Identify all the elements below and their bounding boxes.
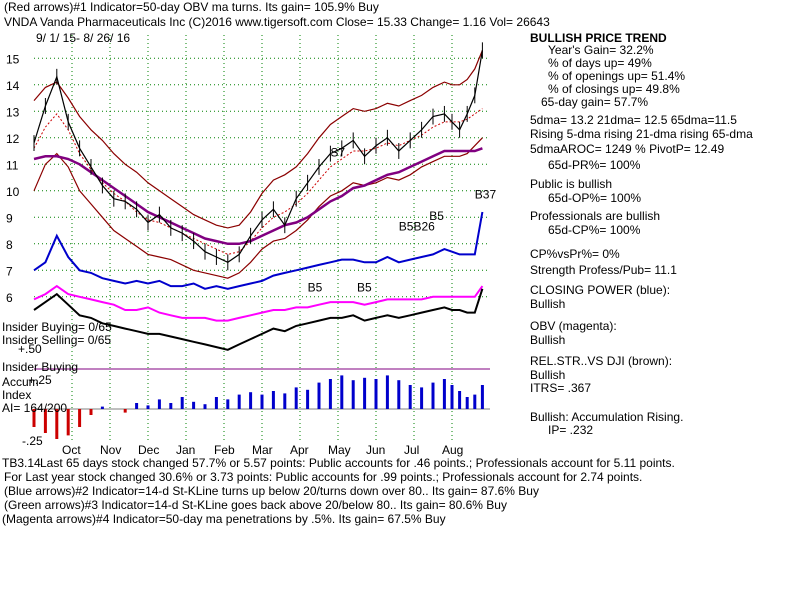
ai-value: AI= 164/200 xyxy=(2,401,68,415)
x-tick-label: May xyxy=(328,443,351,457)
y-tick-label: 7 xyxy=(6,264,13,278)
signal-label: B5 xyxy=(357,280,372,294)
dma-values: 5dma= 13.2 21dma= 12.5 65dma=11.5 xyxy=(530,113,737,127)
x-tick-label: Nov xyxy=(100,443,121,457)
signal-label: B5 xyxy=(429,209,444,223)
obv-line xyxy=(33,284,484,322)
aroc-pivot: 5dmaAROC= 1249 % PivotP= 12.49 xyxy=(530,142,725,156)
prof-bullish: Professionals are bullish xyxy=(530,209,661,223)
accum-label: Accum xyxy=(2,375,39,389)
footer-line-1: Last 65 days stock changed 57.7% or 5.57… xyxy=(40,456,675,470)
header-indicator-line: (Red arrows)#1 Indicator=50-day OBV ma t… xyxy=(4,0,379,14)
trend-title: BULLISH PRICE TREND xyxy=(530,31,667,45)
obv-label: OBV (magenta): xyxy=(530,319,617,333)
years-gain: Year's Gain= 32.2% xyxy=(548,43,654,57)
x-tick-label: Apr xyxy=(290,443,309,457)
cp-vs-pr: CP%vsPr%= 0% xyxy=(530,247,620,261)
index-label: Index xyxy=(2,388,32,402)
x-tick-label: Feb xyxy=(214,443,235,457)
y-tick-label: 14 xyxy=(6,79,20,93)
signal-label: B5 xyxy=(308,280,323,294)
closing-power-label: CLOSING POWER (blue): xyxy=(530,283,671,297)
footer-prefix: TB3.14 xyxy=(2,456,41,470)
days-up: % of days up= 49% xyxy=(548,56,652,70)
y-tick-label: 15 xyxy=(6,52,20,66)
signal-label: B37 xyxy=(475,188,497,202)
footer-line-3: (Blue arrows)#2 Indicator=14-d St-KLine … xyxy=(4,484,539,498)
relstr-line xyxy=(33,288,484,351)
y-tick-label: 6 xyxy=(6,291,13,305)
accum-plus25: +.25 xyxy=(28,373,52,387)
openings-up: % of openings up= 51.4% xyxy=(548,69,686,83)
footer-line-2: For Last year stock changed 30.6% or 3.7… xyxy=(4,470,643,484)
closings-up: % of closings up= 49.8% xyxy=(548,82,680,96)
itrs: ITRS= .367 xyxy=(530,381,592,395)
ma21-line xyxy=(33,108,483,255)
footer-line-5: (Magenta arrows)#4 Indicator=50-day ma p… xyxy=(2,512,446,526)
price-line xyxy=(33,50,483,263)
lower-band-line xyxy=(33,137,483,279)
relstr-value: Bullish xyxy=(530,368,566,382)
strength: Strength Profess/Pub= 11.1 xyxy=(530,263,677,277)
upper-band-line xyxy=(33,50,483,229)
y-tick-label: 11 xyxy=(6,158,19,172)
op65: 65d-OP%= 100% xyxy=(548,191,642,205)
y-tick-label: 9 xyxy=(6,211,13,225)
signal-label: B5B26 xyxy=(399,220,435,234)
pr65: 65d-PR%= 100% xyxy=(548,158,641,172)
date-range: 9/ 1/ 15- 8/ 26/ 16 xyxy=(36,31,131,45)
gain-65d: 65-day gain= 57.7% xyxy=(541,95,649,109)
ip-value: IP= .232 xyxy=(548,423,594,437)
closing-power-line xyxy=(33,211,484,290)
x-tick-label: Jul xyxy=(404,443,419,457)
accum-minus25: -.25 xyxy=(22,434,43,448)
x-tick-label: Dec xyxy=(138,443,159,457)
accum-summary: Bullish: Accumulation Rising. xyxy=(530,410,684,424)
ma65-line xyxy=(33,147,483,246)
x-tick-label: Mar xyxy=(252,443,273,457)
x-tick-label: Jan xyxy=(176,443,195,457)
relstr-label: REL.STR..VS DJI (brown): xyxy=(530,354,673,368)
y-tick-label: 8 xyxy=(6,238,13,252)
rising-mas: Rising 5-dma rising 21-dma rising 65-dma xyxy=(530,127,753,141)
y-tick-label: 13 xyxy=(6,105,20,119)
header-title-line: VNDA Vanda Pharmaceuticals Inc (C)2016 w… xyxy=(4,15,550,29)
cp65: 65d-CP%= 100% xyxy=(548,223,641,237)
obv-value: Bullish xyxy=(530,333,566,347)
y-tick-label: 12 xyxy=(6,132,20,146)
insider-buying-label: Insider Buying xyxy=(2,360,79,374)
insider-buying-ratio: Insider Buying= 0/65 xyxy=(2,320,112,334)
x-tick-label: Jun xyxy=(366,443,385,457)
x-tick-label: Aug xyxy=(442,443,463,457)
closing-power-value: Bullish xyxy=(530,297,566,311)
public-bullish: Public is bullish xyxy=(530,177,613,191)
x-tick-label: Oct xyxy=(62,443,81,457)
y-tick-label: 10 xyxy=(6,185,20,199)
footer-line-4: (Green arrows)#3 Indicator=14-d St-KLine… xyxy=(4,498,507,512)
insider-selling-ratio: Insider Selling= 0/65 xyxy=(2,333,112,347)
signal-label: S7 xyxy=(330,145,345,159)
accum-plus50: +.50 xyxy=(18,342,42,356)
